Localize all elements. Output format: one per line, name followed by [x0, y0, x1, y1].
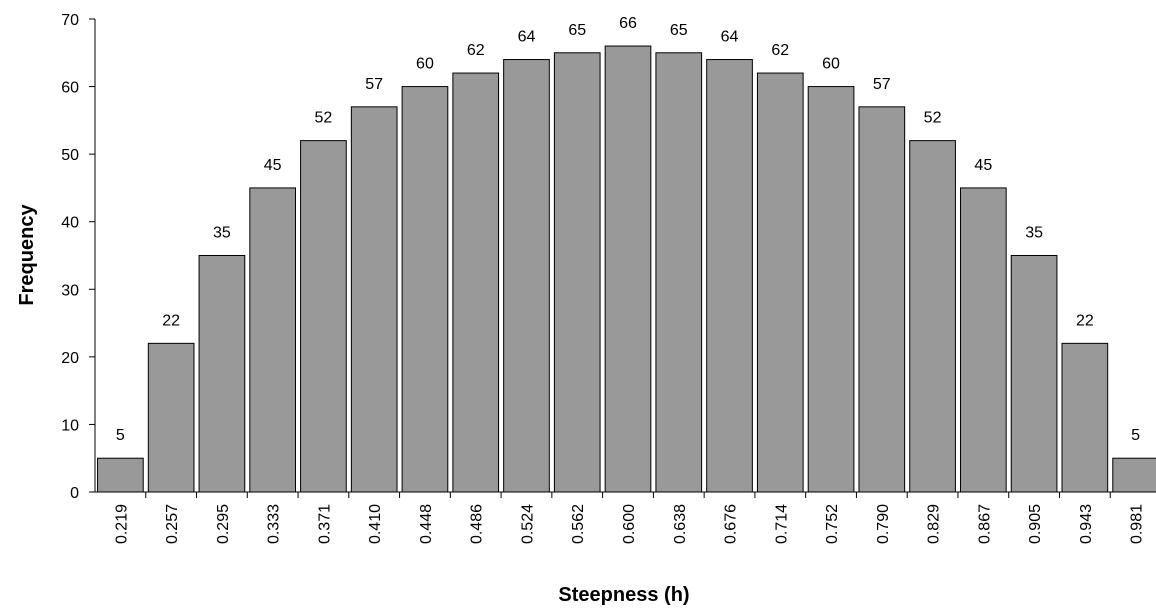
x-tick-label: 0.333	[266, 504, 283, 544]
y-axis-title: Frequency	[16, 204, 38, 306]
x-tick-label: 0.981	[1129, 504, 1146, 544]
bar-value-label: 66	[619, 15, 637, 32]
bar-value-label: 57	[365, 76, 383, 93]
bar	[909, 140, 956, 493]
x-tick-label: 0.562	[570, 504, 587, 544]
bar-value-label: 65	[568, 22, 586, 39]
bar-value-label: 5	[1131, 427, 1140, 444]
x-axis: 0.219 0.257 0.295 0.333 0.371 0.410 0.448 0.486…	[95, 491, 1156, 544]
y-tick-label: 60	[61, 80, 79, 97]
bar	[858, 106, 906, 493]
bar	[706, 59, 753, 493]
bar-value-label: 65	[670, 22, 688, 39]
bar	[1010, 255, 1058, 493]
y-tick-label: 70	[61, 12, 79, 29]
bar-value-label: 57	[873, 76, 891, 93]
bar	[97, 457, 144, 493]
x-tick-label: 0.867	[976, 504, 993, 544]
bar	[452, 72, 500, 493]
bar-value-label: 52	[315, 110, 333, 127]
x-tick-label: 0.600	[621, 504, 638, 544]
y-tick-label: 20	[61, 350, 79, 367]
bar	[300, 140, 347, 493]
bar	[198, 255, 246, 493]
bar-value-label: 22	[1076, 312, 1094, 329]
bar-value-label: 62	[771, 42, 789, 59]
x-tick-label: 0.448	[418, 504, 435, 544]
x-tick-label: 0.714	[773, 504, 790, 544]
y-tick-label: 40	[61, 215, 79, 232]
y-tick-label: 0	[70, 485, 79, 502]
bar-value-label: 35	[1025, 225, 1043, 242]
x-tick-label: 0.790	[875, 504, 892, 544]
x-tick-label: 0.752	[824, 504, 841, 544]
x-tick-label: 0.943	[1078, 504, 1095, 544]
bar-value-label: 22	[162, 312, 180, 329]
bar-value-label: 35	[213, 225, 231, 242]
x-tick-label: 0.905	[1027, 504, 1044, 544]
bar	[350, 106, 398, 493]
bar-value-label: 62	[467, 42, 485, 59]
bar	[147, 342, 195, 493]
bar	[401, 86, 449, 493]
x-tick-label: 0.295	[215, 504, 232, 544]
bar-value-label: 64	[518, 29, 536, 46]
bar-value-label: 45	[264, 157, 282, 174]
bar-value-label: 64	[721, 29, 739, 46]
x-tick-label: 0.371	[316, 504, 333, 544]
x-tick-label: 0.676	[723, 504, 740, 544]
x-tick-label: 0.524	[519, 504, 536, 544]
bar	[807, 86, 855, 493]
x-tick-label: 0.486	[469, 504, 486, 544]
bar-value-label: 52	[924, 110, 942, 127]
bar-value-label: 5	[116, 427, 125, 444]
bar	[503, 59, 550, 493]
bar	[756, 72, 804, 493]
y-tick-label: 50	[61, 147, 79, 164]
x-tick-label: 0.219	[113, 504, 130, 544]
bar-value-label: 60	[416, 56, 434, 73]
bars-group	[97, 45, 1156, 493]
y-tick-label: 30	[61, 282, 79, 299]
bar	[553, 52, 601, 493]
bar	[604, 45, 652, 493]
bar	[1112, 457, 1156, 493]
bar-value-label: 60	[822, 56, 840, 73]
y-axis: 0 10 20 30 40 50 60 70	[61, 12, 96, 502]
bar-value-label: 45	[974, 157, 992, 174]
y-tick-label: 10	[61, 417, 79, 434]
x-tick-label: 0.410	[367, 504, 384, 544]
x-tick-label: 0.829	[926, 504, 943, 544]
x-axis-title: Steepness (h)	[558, 584, 689, 606]
x-tick-label: 0.257	[164, 504, 181, 544]
x-tick-label: 0.638	[672, 504, 689, 544]
data-labels-group: 5 22 35 45 52 57 60 62 64 65 66 65 64 62 60 57 52 45 35 22 5	[116, 15, 1140, 444]
bar	[959, 187, 1007, 493]
bar	[249, 187, 297, 493]
bar	[655, 52, 703, 493]
bar	[1061, 342, 1109, 493]
